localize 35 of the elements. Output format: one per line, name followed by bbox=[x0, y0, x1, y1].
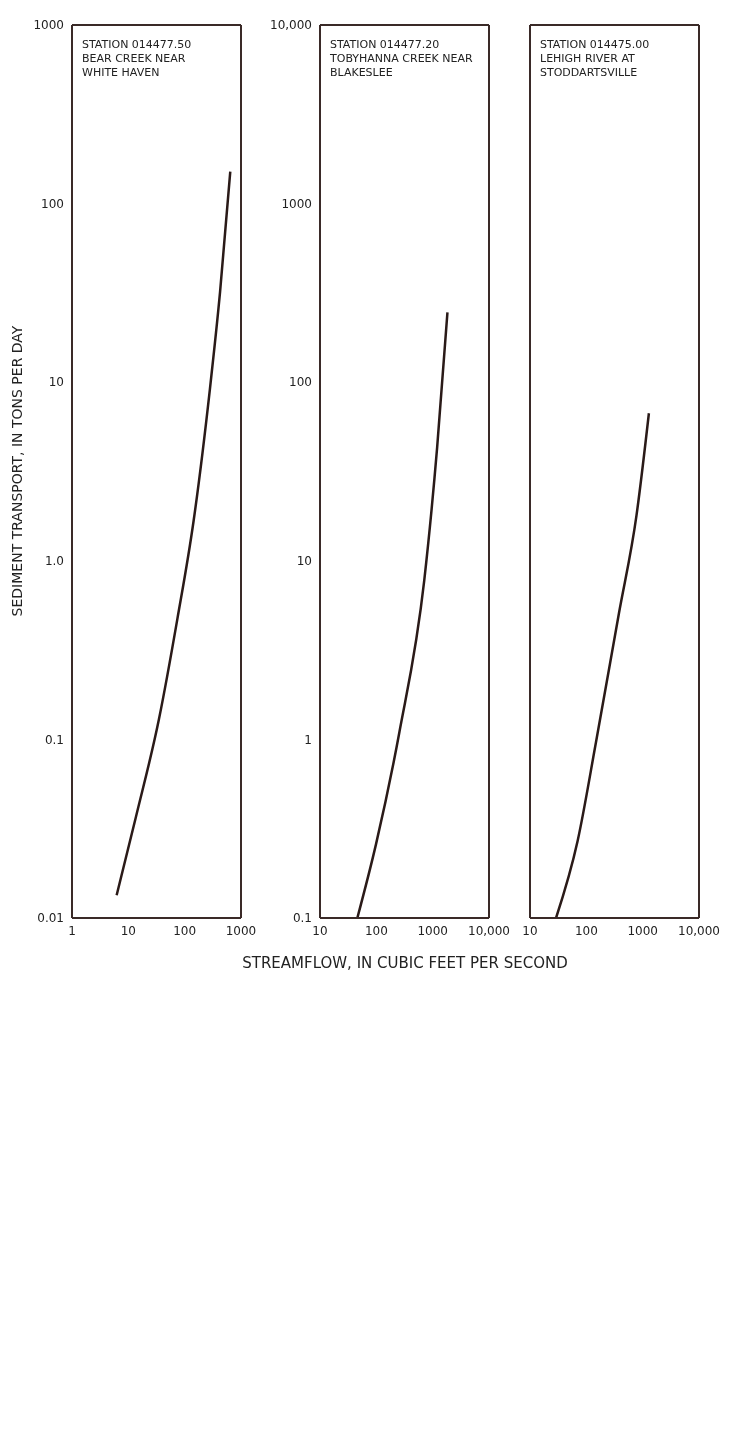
y-tick-label: 1000 bbox=[281, 196, 312, 211]
x-tick-label: 1000 bbox=[417, 923, 448, 938]
annotation: STODDARTSVILLE bbox=[540, 66, 639, 80]
y-tick-label: 1.0 bbox=[44, 554, 64, 569]
y-tick-label: 10 bbox=[296, 554, 312, 569]
annotation: WHITE HAVEN bbox=[82, 66, 161, 80]
x-tick-label: 10,000 bbox=[678, 923, 720, 938]
x-tick-label: 1000 bbox=[225, 923, 257, 938]
x-tick-label: 10 bbox=[522, 923, 538, 938]
x-tick-label: 10 bbox=[312, 923, 328, 938]
y-axis-title: SEDIMENT TRANSPORT, IN TONS PER DAY bbox=[9, 325, 26, 617]
y-tick-label: 0.1 bbox=[292, 911, 312, 926]
annotation: BEAR CREEK NEAR bbox=[82, 52, 187, 66]
x-tick-label: 1000 bbox=[627, 923, 658, 938]
x-tick-label: 100 bbox=[173, 923, 197, 938]
x-tick-label: 10,000 bbox=[468, 923, 510, 938]
y-tick-label: 100 bbox=[289, 375, 312, 390]
annotation: STATION 014477.20 bbox=[330, 38, 441, 52]
annotation: STATION 014475.00 bbox=[540, 38, 650, 52]
y-tick-label: 1 bbox=[304, 732, 312, 747]
annotation: BLAKESLEE bbox=[330, 66, 394, 80]
y-tick-label: 10,000 bbox=[270, 18, 312, 33]
y-tick-label: 0.01 bbox=[37, 911, 64, 926]
annotation: TOBYHANNA CREEK NEAR bbox=[330, 52, 473, 66]
annotation: STATION 014477.50 bbox=[82, 38, 192, 52]
x-tick-label: 1 bbox=[68, 923, 76, 938]
x-axis-title: STREAMFLOW, IN CUBIC FEET PER SECOND bbox=[241, 954, 569, 972]
y-tick-label: 0.1 bbox=[44, 732, 64, 747]
y-tick-label: 1000 bbox=[33, 18, 64, 33]
y-tick-label: 100 bbox=[41, 196, 64, 211]
annotation: LEHIGH RIVER AT bbox=[540, 52, 636, 66]
x-tick-label: 100 bbox=[574, 923, 598, 938]
y-tick-label: 10 bbox=[48, 375, 64, 390]
x-tick-label: 10 bbox=[120, 923, 136, 938]
x-tick-label: 100 bbox=[364, 923, 388, 938]
